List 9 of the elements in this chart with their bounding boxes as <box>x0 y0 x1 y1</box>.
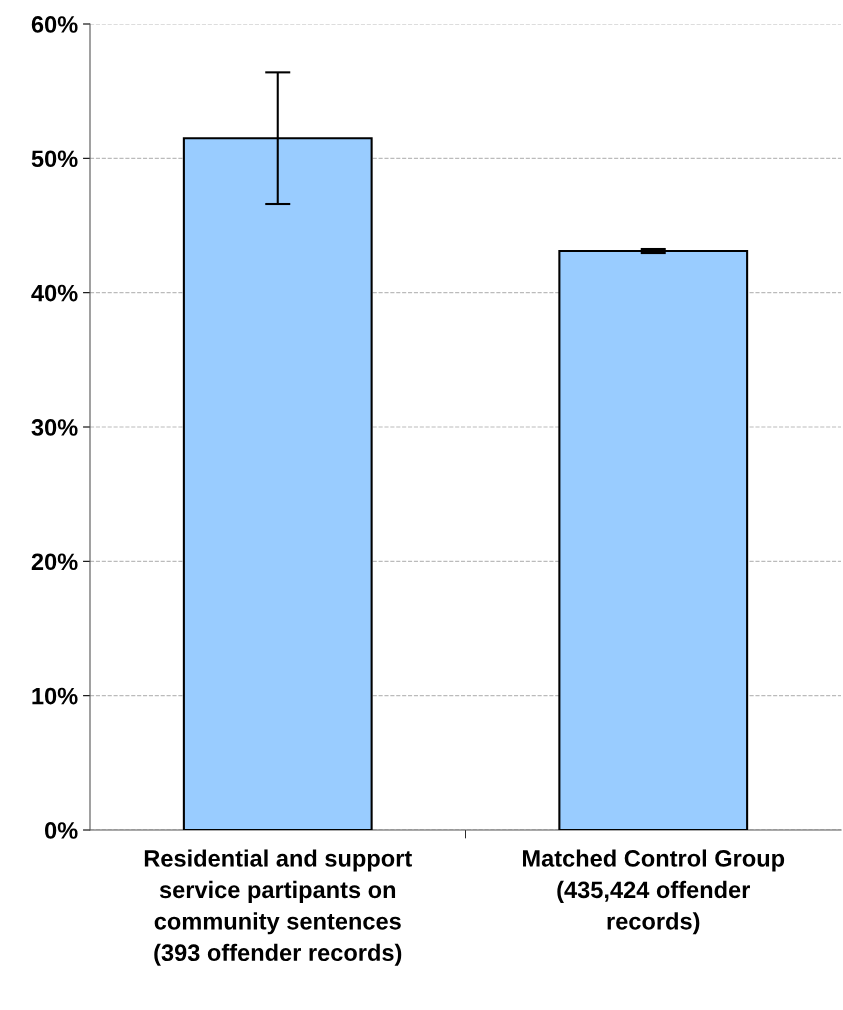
y-tick-label: 20% <box>31 553 78 571</box>
y-tick-label: 30% <box>31 419 78 436</box>
y-tick-label: 60% <box>31 16 78 33</box>
y-tick-label: 0% <box>45 822 78 839</box>
x-tick-label: Residential and support service partipants on community sentences (393 offender records) <box>144 849 412 966</box>
y-tick-label: 10% <box>32 687 78 705</box>
x-tick-label: Matched Control Group (435,424 offender records) <box>523 849 785 935</box>
y-tick-label: 50% <box>31 150 78 168</box>
y-tick-label: 40% <box>31 284 78 302</box>
